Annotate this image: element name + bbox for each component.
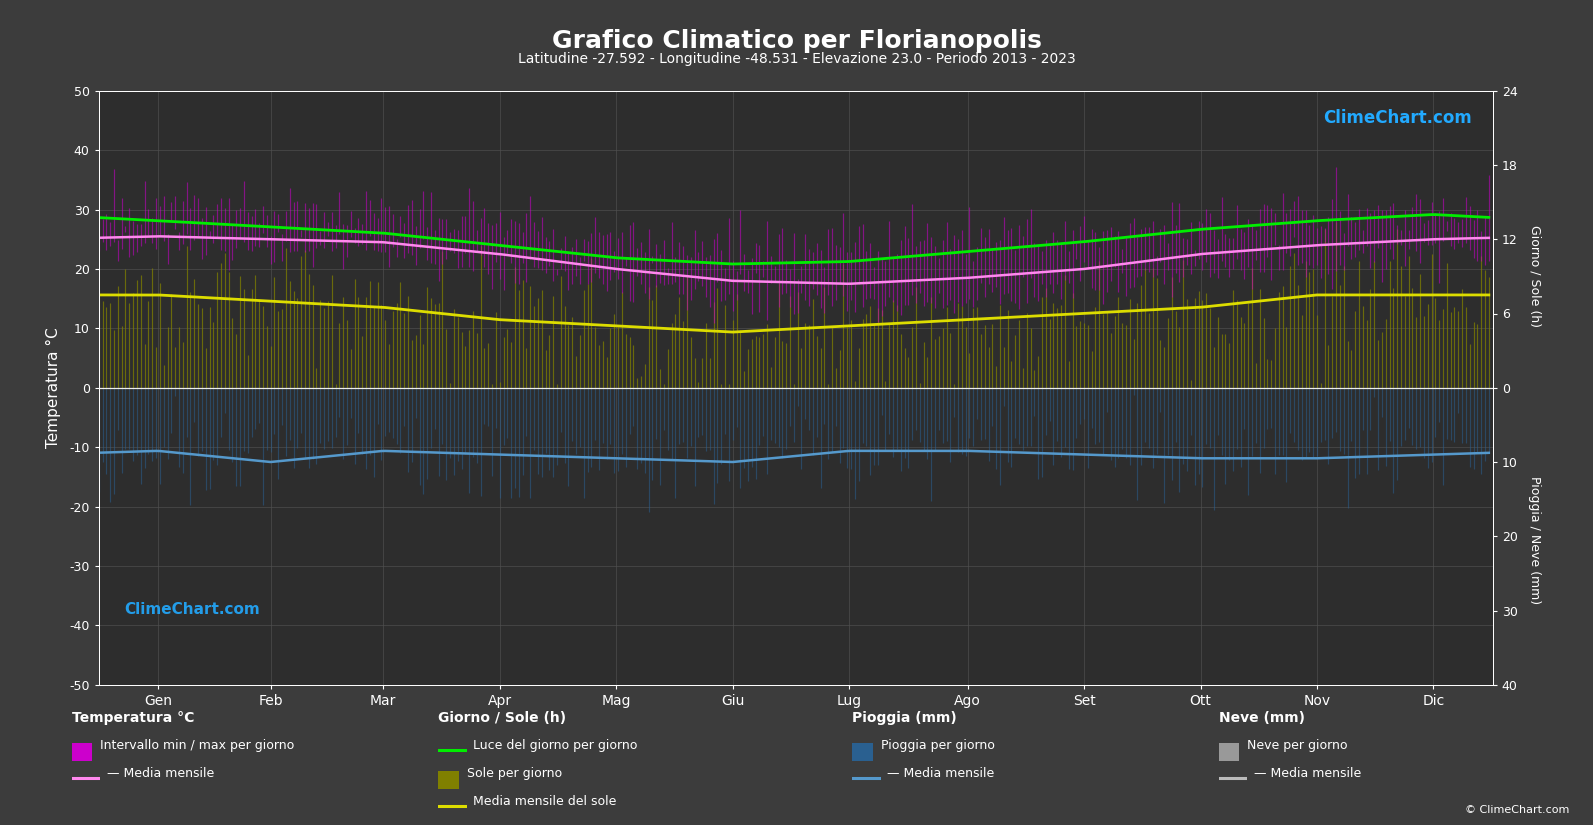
- Text: Sole per giorno: Sole per giorno: [467, 767, 562, 780]
- Text: — Media mensile: — Media mensile: [107, 767, 213, 780]
- Text: Neve (mm): Neve (mm): [1219, 711, 1305, 725]
- Text: Giorno / Sole (h): Giorno / Sole (h): [1528, 225, 1542, 328]
- Text: Temperatura °C: Temperatura °C: [72, 711, 194, 725]
- Text: ClimeChart.com: ClimeChart.com: [124, 601, 260, 616]
- Text: ClimeChart.com: ClimeChart.com: [1322, 109, 1472, 126]
- Text: Pioggia / Neve (mm): Pioggia / Neve (mm): [1528, 476, 1542, 605]
- Text: — Media mensile: — Media mensile: [887, 767, 994, 780]
- Text: Grafico Climatico per Florianopolis: Grafico Climatico per Florianopolis: [551, 29, 1042, 53]
- Text: Giorno / Sole (h): Giorno / Sole (h): [438, 711, 566, 725]
- Text: © ClimeChart.com: © ClimeChart.com: [1464, 805, 1569, 815]
- Text: Latitudine -27.592 - Longitudine -48.531 - Elevazione 23.0 - Periodo 2013 - 2023: Latitudine -27.592 - Longitudine -48.531…: [518, 52, 1075, 66]
- Text: Luce del giorno per giorno: Luce del giorno per giorno: [473, 739, 637, 752]
- Text: — Media mensile: — Media mensile: [1254, 767, 1360, 780]
- Text: Neve per giorno: Neve per giorno: [1247, 739, 1348, 752]
- Text: Media mensile del sole: Media mensile del sole: [473, 795, 616, 808]
- Text: Pioggia per giorno: Pioggia per giorno: [881, 739, 994, 752]
- Text: Intervallo min / max per giorno: Intervallo min / max per giorno: [100, 739, 295, 752]
- Text: Pioggia (mm): Pioggia (mm): [852, 711, 957, 725]
- Y-axis label: Temperatura °C: Temperatura °C: [46, 328, 61, 448]
